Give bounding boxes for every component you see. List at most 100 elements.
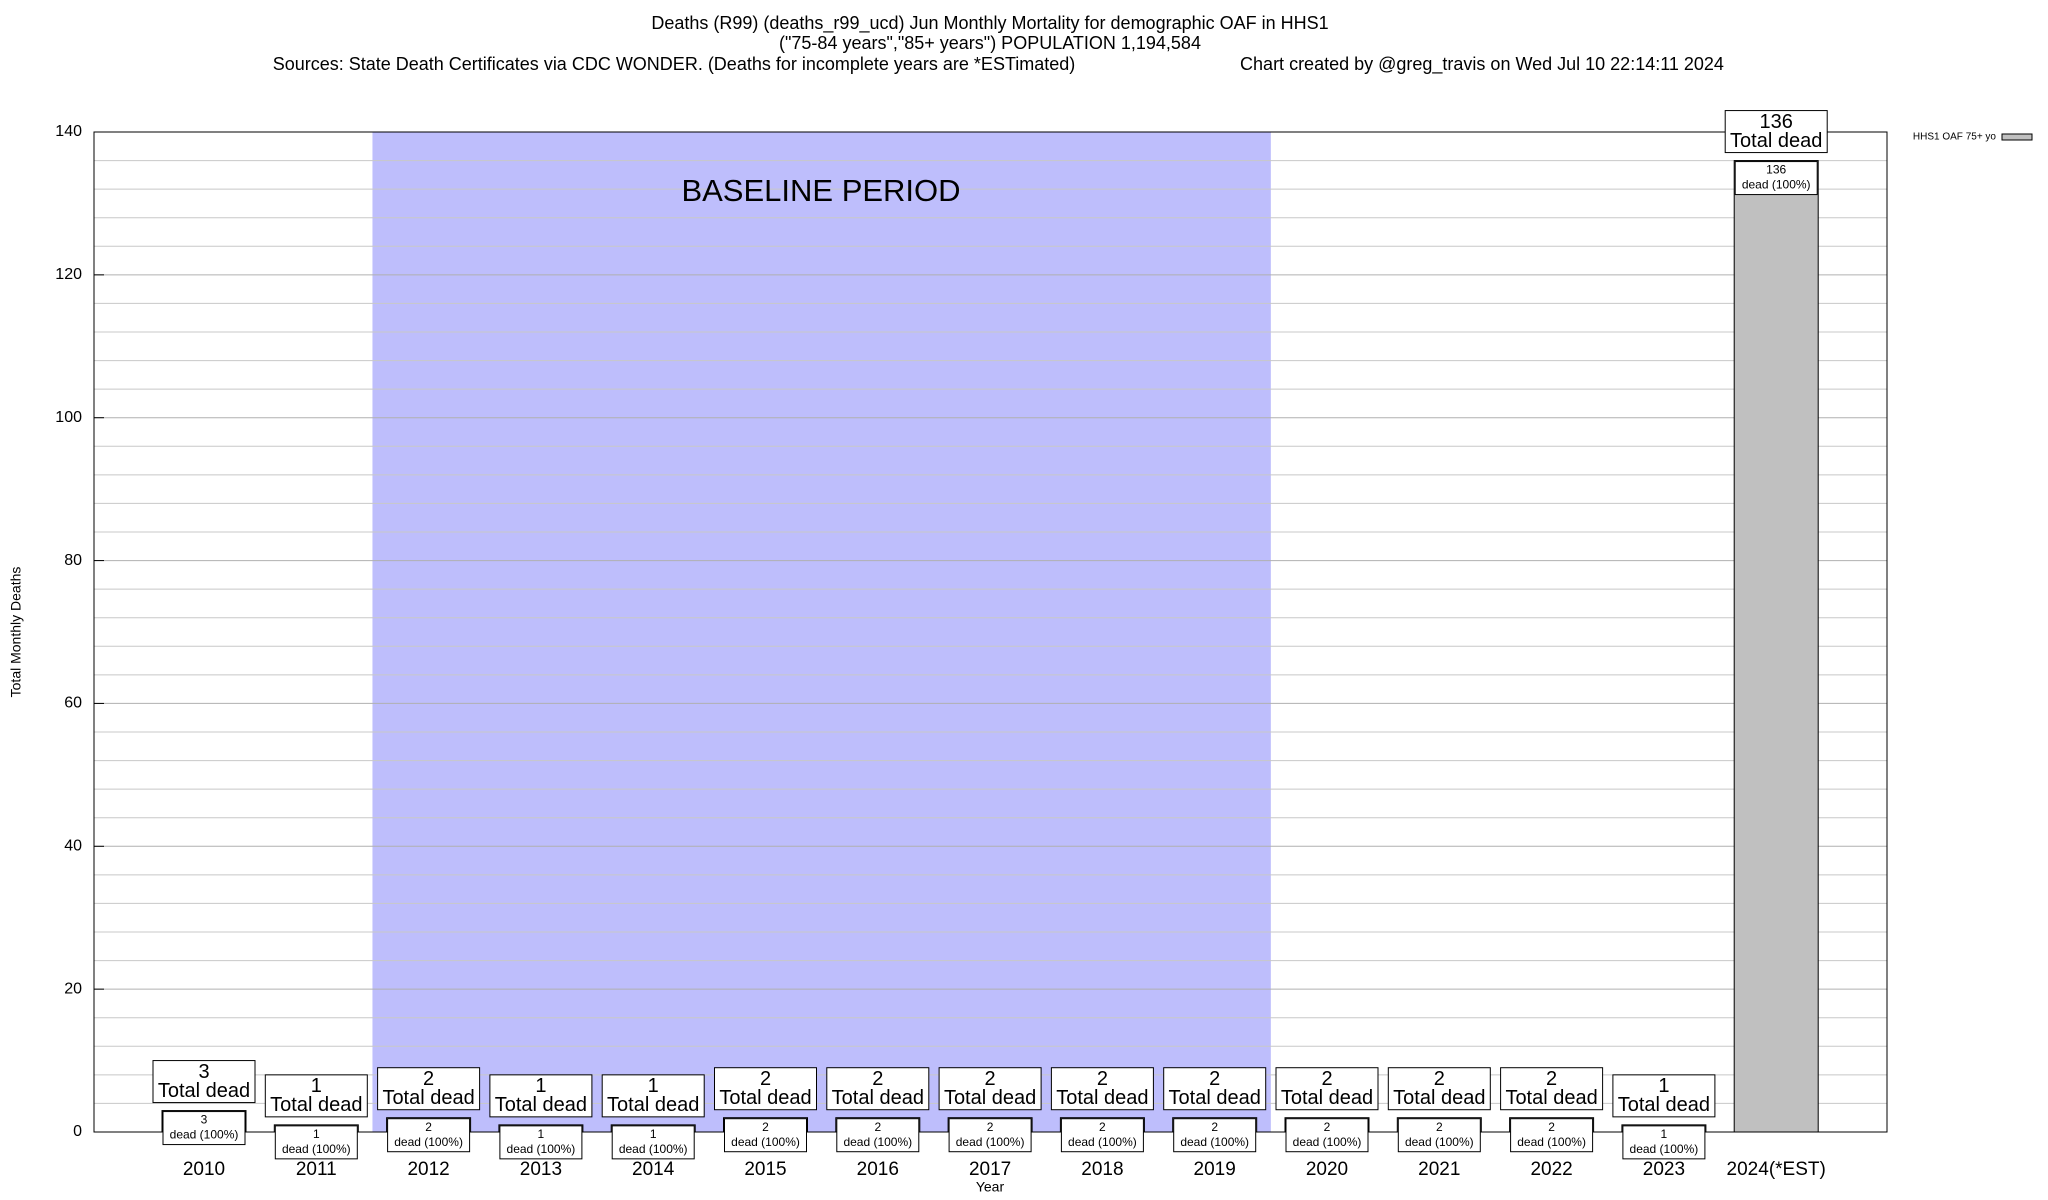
x-tick-label: 2015 <box>744 1159 786 1180</box>
x-tick-label: 2024(*EST) <box>1727 1159 1826 1180</box>
total-label-box <box>1724 110 1828 154</box>
total-label-box <box>1500 1067 1604 1111</box>
x-tick-label: 2012 <box>407 1159 449 1180</box>
segment-label: dead (100%) <box>619 1142 688 1156</box>
x-tick-label: 2011 <box>296 1159 337 1180</box>
segment-label-box <box>274 1125 358 1160</box>
segment-label-box <box>1285 1118 1369 1153</box>
segment-value-label: 2 <box>1211 1120 1218 1134</box>
segment-label-box <box>724 1118 807 1153</box>
y-tick-label: 140 <box>55 123 82 140</box>
segment-label: dead (100%) <box>1517 1135 1586 1149</box>
segment-label-box <box>1397 1118 1481 1153</box>
total-value-label: 136 <box>1760 111 1793 133</box>
total-label-box <box>1050 1067 1154 1111</box>
total-label-box <box>1163 1067 1267 1111</box>
segment-label: dead (100%) <box>282 1142 351 1156</box>
total-label: Total dead <box>495 1094 587 1116</box>
segment-value-label: 2 <box>425 1120 432 1134</box>
total-value-label: 2 <box>1209 1068 1220 1090</box>
total-label: Total dead <box>1730 130 1822 152</box>
x-tick-label: 2020 <box>1306 1159 1348 1180</box>
segment-label-box <box>1173 1118 1257 1153</box>
y-tick-label: 40 <box>64 838 82 855</box>
segment-label-box <box>836 1118 920 1153</box>
chart-subtitle: ("75-84 years","85+ years") POPULATION 1… <box>779 33 1201 53</box>
total-label-box <box>601 1074 705 1118</box>
source-note: Sources: State Death Certificates via CD… <box>273 54 1076 74</box>
total-value-label: 2 <box>1434 1068 1445 1090</box>
segment-label-box <box>1734 161 1818 196</box>
legend-swatch <box>2001 133 2033 141</box>
segment-label: dead (100%) <box>843 1135 912 1149</box>
segment-label-box <box>1622 1125 1706 1160</box>
segment-label: dead (100%) <box>1630 1142 1699 1156</box>
segment-label: dead (100%) <box>394 1135 463 1149</box>
total-label-box <box>826 1067 930 1111</box>
total-value-label: 1 <box>535 1075 546 1097</box>
total-label-box <box>938 1067 1042 1111</box>
total-value-label: 2 <box>872 1068 883 1090</box>
segment-label: dead (100%) <box>507 1142 576 1156</box>
chart-title: Deaths (R99) (deaths_r99_ucd) Jun Monthl… <box>651 13 1328 34</box>
segment-label: dead (100%) <box>1068 1135 1137 1149</box>
total-label: Total dead <box>158 1080 250 1102</box>
x-tick-label: 2017 <box>969 1159 1011 1180</box>
segment-value-label: 1 <box>650 1127 657 1141</box>
segment-label: dead (100%) <box>1180 1135 1249 1149</box>
y-tick-label: 120 <box>55 266 82 283</box>
segment-label-box <box>387 1118 471 1153</box>
segment-value-label: 1 <box>313 1127 320 1141</box>
total-label-box <box>377 1067 481 1111</box>
total-label: Total dead <box>1393 1087 1485 1109</box>
total-label-box <box>489 1074 593 1118</box>
total-label: Total dead <box>1281 1087 1373 1109</box>
total-value-label: 2 <box>985 1068 996 1090</box>
x-tick-label: 2016 <box>857 1159 899 1180</box>
segment-value-label: 2 <box>762 1120 769 1134</box>
x-tick-label: 2021 <box>1418 1159 1460 1180</box>
total-label-box <box>1387 1067 1491 1111</box>
total-value-label: 3 <box>198 1061 209 1083</box>
segment-label-box <box>1510 1118 1594 1153</box>
segment-value-label: 3 <box>201 1113 208 1127</box>
x-tick-label: 2019 <box>1194 1159 1236 1180</box>
segment-label: dead (100%) <box>1293 1135 1362 1149</box>
total-value-label: 2 <box>1546 1068 1557 1090</box>
baseline-region <box>372 132 1271 1132</box>
segment-label: dead (100%) <box>956 1135 1025 1149</box>
total-value-label: 2 <box>760 1068 771 1090</box>
total-label: Total dead <box>382 1087 474 1109</box>
segment-label: dead (100%) <box>1405 1135 1474 1149</box>
total-value-label: 1 <box>311 1075 322 1097</box>
credit-note: Chart created by @greg_travis on Wed Jul… <box>1240 54 1724 75</box>
total-label-box <box>152 1060 256 1104</box>
total-label: Total dead <box>832 1087 924 1109</box>
total-value-label: 2 <box>1097 1068 1108 1090</box>
segment-value-label: 136 <box>1766 163 1786 177</box>
total-value-label: 2 <box>1321 1068 1332 1090</box>
segment-label-box <box>1060 1118 1144 1153</box>
y-tick-label: 100 <box>55 409 82 426</box>
segment-value-label: 2 <box>1548 1120 1555 1134</box>
total-label: Total dead <box>944 1087 1036 1109</box>
total-value-label: 1 <box>648 1075 659 1097</box>
y-tick-label: 60 <box>64 695 82 712</box>
total-label-box <box>1275 1067 1379 1111</box>
legend-label: HHS1 OAF 75+ yo <box>1913 132 1997 143</box>
segment-label-box <box>948 1118 1032 1153</box>
total-label-box <box>264 1074 368 1118</box>
segment-label: dead (100%) <box>1742 178 1811 192</box>
y-axis-label: Total Monthly Deaths <box>8 567 24 698</box>
total-label: Total dead <box>1618 1094 1710 1116</box>
y-tick-label: 0 <box>73 1123 82 1140</box>
x-tick-label: 2023 <box>1643 1159 1685 1180</box>
segment-value-label: 2 <box>987 1120 994 1134</box>
total-label-box <box>1612 1074 1716 1118</box>
total-label: Total dead <box>1169 1087 1261 1109</box>
segment-value-label: 2 <box>1099 1120 1106 1134</box>
total-label: Total dead <box>607 1094 699 1116</box>
x-tick-label: 2018 <box>1081 1159 1123 1180</box>
